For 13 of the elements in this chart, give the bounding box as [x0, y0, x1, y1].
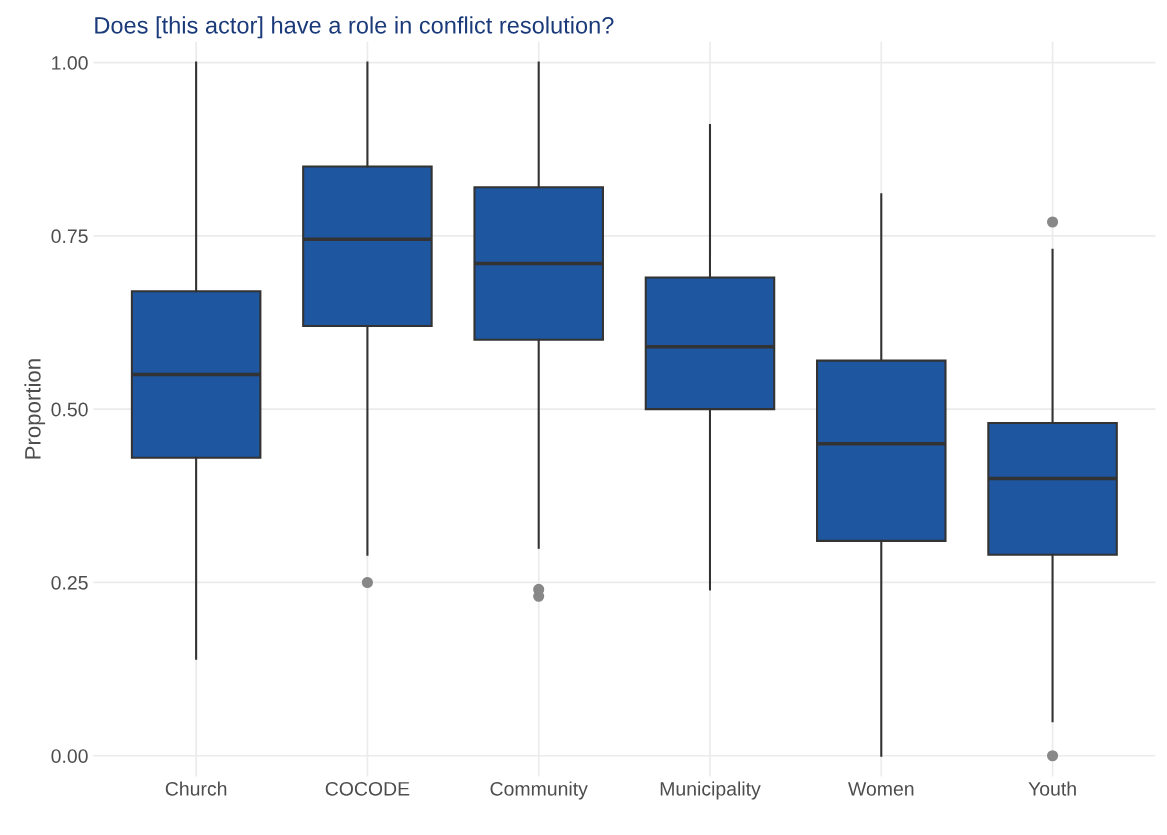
x-tick-label: Community — [490, 781, 588, 800]
x-tick-label: Youth — [1028, 781, 1076, 796]
x-tick-label: Women — [848, 782, 914, 796]
y-tick-label: 0.25 — [51, 575, 88, 590]
x-tick-label: Municipality — [660, 781, 761, 800]
chart-title: Does [this actor] have a role in conflict resolution? — [95, 16, 614, 39]
y-tick-label: 0.50 — [51, 402, 88, 417]
y-tick-label: 0.00 — [51, 749, 88, 763]
y-axis-title: Proportion — [24, 359, 46, 459]
x-tick-label: COCODE — [325, 781, 410, 796]
y-tick-label: 1.00 — [52, 56, 88, 70]
x-tick-label: Church — [165, 781, 227, 796]
y-tick-label: 0.75 — [51, 229, 88, 244]
